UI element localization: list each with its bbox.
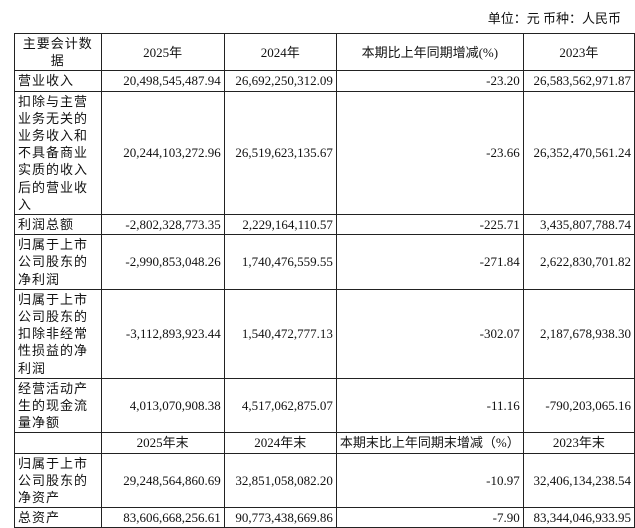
cell-value: -23.66 (335, 90, 524, 216)
cell-value: 32,406,134,238.54 (522, 452, 635, 509)
cell-value: 26,583,562,971.87 (522, 70, 635, 92)
row-label: 归属于上市公司股东的净利润 (14, 234, 102, 290)
cell-value: 4,517,062,875.07 (223, 377, 337, 434)
table-row: 总资产 83,606,668,256.61 90,773,438,669.86 -7.… (14, 507, 635, 528)
cell-value: 29,248,564,860.69 (100, 452, 225, 509)
column-header: 2023年末 (522, 432, 635, 454)
column-header: 2024年 (223, 32, 337, 72)
cell-value: 32,851,058,082.20 (223, 452, 337, 509)
column-header (14, 432, 102, 454)
cell-value: -7.90 (335, 507, 524, 528)
cell-value: -23.20 (335, 70, 524, 92)
financial-data-table: 主要会计数据 2025年 2024年 本期比上年同期增减(%) 2023年 营业收入 20,… (14, 32, 635, 528)
column-header: 2025年 (100, 32, 225, 72)
row-label: 营业收入 (14, 70, 102, 92)
column-header: 主要会计数据 (14, 32, 102, 72)
cell-value: 2,187,678,938.30 (522, 288, 635, 379)
cell-value: -2,990,853,048.26 (100, 234, 225, 290)
cell-value: 83,344,046,933.95 (522, 507, 635, 528)
cell-value: 26,519,623,135.67 (223, 90, 337, 216)
table-row: 归属于上市公司股东的净资产 29,248,564,860.69 32,851,058… (14, 452, 635, 509)
row-label: 总资产 (14, 507, 102, 528)
table-row: 经营活动产生的现金流量净额 4,013,070,908.38 4,517,062,8… (14, 377, 635, 434)
cell-value: 4,013,070,908.38 (100, 377, 225, 434)
cell-value: -2,802,328,773.35 (100, 214, 225, 236)
cell-value: 83,606,668,256.61 (100, 507, 225, 528)
table-row: 营业收入 20,498,545,487.94 26,692,250,312.09 -2… (14, 70, 635, 92)
column-header: 本期比上年同期增减(%) (335, 32, 524, 72)
cell-value: 26,692,250,312.09 (223, 70, 337, 92)
table-row: 扣除与主营业务无关的业务收入和不具备商业实质的收入后的营业收入 20,244,10… (14, 90, 635, 216)
column-header: 2023年 (522, 32, 635, 72)
cell-value: 26,352,470,561.24 (522, 90, 635, 216)
cell-value: -271.84 (335, 234, 524, 290)
row-label: 扣除与主营业务无关的业务收入和不具备商业实质的收入后的营业收入 (14, 90, 102, 216)
header-row: 主要会计数据 2025年 2024年 本期比上年同期增减(%) 2023年 (14, 32, 635, 72)
row-label: 利润总额 (14, 214, 102, 236)
header-row: 2025年末 2024年末 本期末比上年同期末增减（%） 2023年末 (14, 432, 635, 454)
row-label: 经营活动产生的现金流量净额 (14, 377, 102, 434)
table-row: 利润总额 -2,802,328,773.35 2,229,164,110.57 -22… (14, 214, 635, 236)
column-header: 本期末比上年同期末增减（%） (335, 432, 524, 454)
row-label: 归属于上市公司股东的扣除非经常性损益的净利润 (14, 288, 102, 379)
cell-value: 20,244,103,272.96 (100, 90, 225, 216)
cell-value: -790,203,065.16 (522, 377, 635, 434)
cell-value: 2,229,164,110.57 (223, 214, 337, 236)
table-row: 归属于上市公司股东的净利润 -2,990,853,048.26 1,740,476,… (14, 234, 635, 290)
column-header: 2025年末 (100, 432, 225, 454)
cell-value: -302.07 (335, 288, 524, 379)
cell-value: 90,773,438,669.86 (223, 507, 337, 528)
cell-value: -10.97 (335, 452, 524, 509)
cell-value: 2,622,830,701.82 (522, 234, 635, 290)
table-row: 归属于上市公司股东的扣除非经常性损益的净利润 -3,112,893,923.44 1… (14, 288, 635, 379)
cell-value: 1,740,476,559.55 (223, 234, 337, 290)
column-header: 2024年末 (223, 432, 337, 454)
cell-value: -11.16 (335, 377, 524, 434)
cell-value: -3,112,893,923.44 (100, 288, 225, 379)
row-label: 归属于上市公司股东的净资产 (14, 452, 102, 509)
unit-note: 单位：元 币种：人民币 (487, 11, 621, 26)
cell-value: 3,435,807,788.74 (522, 214, 635, 236)
cell-value: -225.71 (335, 214, 524, 236)
cell-value: 20,498,545,487.94 (100, 70, 225, 92)
cell-value: 1,540,472,777.13 (223, 288, 337, 379)
